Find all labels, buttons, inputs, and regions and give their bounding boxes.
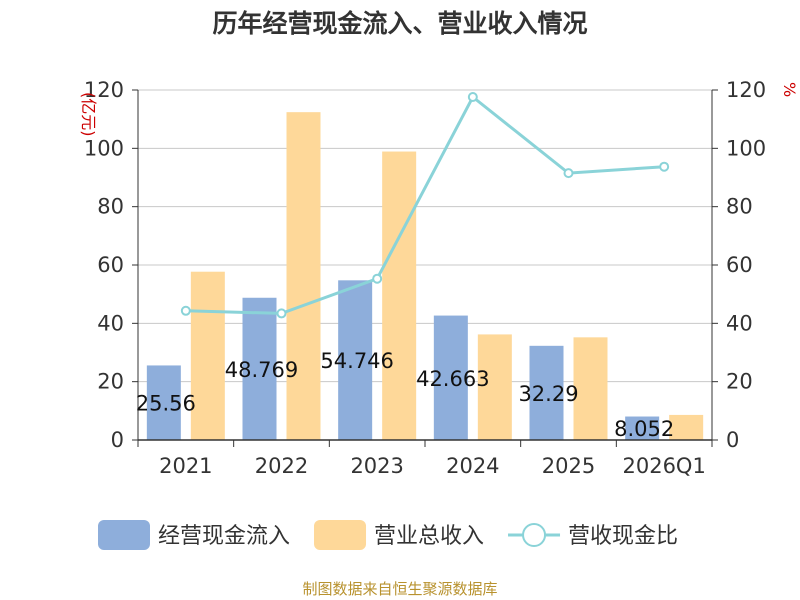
legend-swatch xyxy=(314,520,367,550)
bar-cash-inflow xyxy=(433,315,468,440)
ratio-line xyxy=(180,92,670,319)
ratio-line-point xyxy=(659,161,670,172)
x-tick-label: 2023 xyxy=(350,454,403,478)
legend-label: 经营现金流入 xyxy=(158,524,290,549)
right-tick-label: 120 xyxy=(726,78,766,102)
bar-cash-inflow xyxy=(146,365,181,440)
bar-cash-inflow xyxy=(242,297,277,440)
chart-title: 历年经营现金流入、营业收入情况 xyxy=(212,9,588,38)
bar-data-label: 54.746 xyxy=(320,349,393,373)
left-tick-label: 60 xyxy=(97,253,124,277)
legend: 经营现金流入 营业总收入 营收现金比 xyxy=(98,520,678,550)
right-tick-label: 100 xyxy=(726,136,766,160)
bar-revenue xyxy=(573,337,608,440)
legend-label: 营收现金比 xyxy=(568,524,678,549)
x-tick-label: 2021 xyxy=(159,454,212,478)
left-tick-label: 0 xyxy=(111,428,124,452)
bar-data-label: 48.769 xyxy=(225,358,298,382)
left-tick-label: 40 xyxy=(97,311,124,335)
ratio-line-point xyxy=(276,308,287,319)
ratio-line-point xyxy=(180,305,191,316)
data-labels: 25.56 48.769 54.746 42.663 32.29 8.052 xyxy=(136,349,674,441)
right-tick-label: 60 xyxy=(726,253,753,277)
bar-cash-inflow xyxy=(529,345,564,440)
bar-cash-inflow xyxy=(625,416,660,440)
bar-revenue xyxy=(190,271,225,440)
bar-data-label: 25.56 xyxy=(136,392,196,416)
left-tick-label: 80 xyxy=(97,195,124,219)
left-tick-label: 120 xyxy=(84,78,124,102)
right-tick-label: 0 xyxy=(726,428,739,452)
ratio-line-path xyxy=(185,94,665,315)
bar-revenue xyxy=(286,112,321,441)
right-tick-label: 80 xyxy=(726,195,753,219)
bar-data-label: 8.052 xyxy=(614,417,674,441)
bars xyxy=(146,112,704,441)
bar-data-label: 42.663 xyxy=(416,367,489,391)
left-axis-unit: (亿元) xyxy=(79,92,98,137)
legend-swatch xyxy=(98,520,150,550)
right-tick-label: 40 xyxy=(726,311,753,335)
legend-label: 营业总收入 xyxy=(374,524,484,549)
bar-revenue xyxy=(669,414,704,440)
x-tick-label: 2024 xyxy=(446,454,499,478)
ratio-line-point xyxy=(467,92,478,102)
ratio-line-point xyxy=(563,168,574,179)
grid-lines xyxy=(138,89,712,383)
legend-line-marker xyxy=(522,523,547,547)
bar-revenue xyxy=(382,151,417,440)
x-tick-label: 2022 xyxy=(255,454,308,478)
ratio-line-point xyxy=(372,273,383,284)
bar-data-label: 32.29 xyxy=(518,382,578,406)
left-tick-label: 100 xyxy=(84,136,124,160)
left-tick-label: 20 xyxy=(97,370,124,394)
bar-revenue xyxy=(477,334,512,440)
bar-cash-inflow xyxy=(338,280,373,440)
source-note: 制图数据来自恒生聚源数据库 xyxy=(302,580,498,598)
right-tick-label: 20 xyxy=(726,370,753,394)
x-tick-label: 2025 xyxy=(542,454,595,478)
x-tick-label: 2026Q1 xyxy=(622,454,705,478)
right-axis-unit: % xyxy=(780,82,799,97)
